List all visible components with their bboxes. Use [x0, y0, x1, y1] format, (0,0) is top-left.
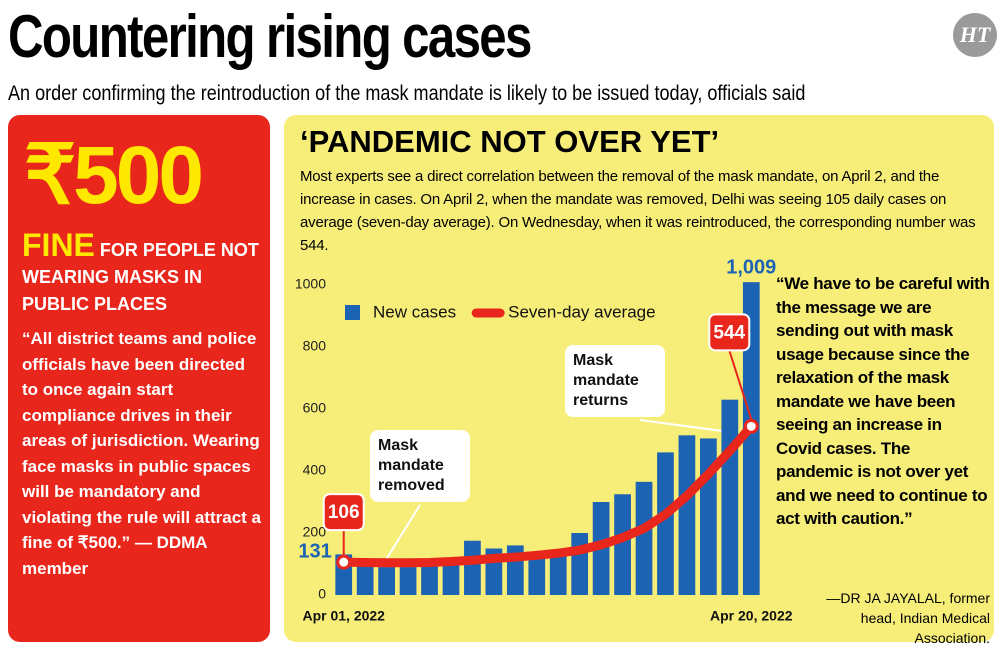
bar — [614, 494, 631, 595]
bar — [356, 563, 374, 595]
x-tick-label: Apr 01, 2022 — [302, 608, 385, 624]
line-end — [743, 418, 759, 434]
bar — [721, 399, 739, 595]
attribution: —DR JA JAYALAL, former head, Indian Medi… — [826, 590, 990, 646]
bar — [421, 562, 438, 595]
annotation: Mask mandate returns — [565, 345, 665, 417]
bar — [742, 282, 760, 595]
bar — [657, 452, 674, 595]
bar — [571, 532, 589, 595]
title: Countering rising cases — [8, 3, 532, 70]
y-tick-label: 600 — [303, 400, 327, 416]
data-label: 1,009 — [726, 256, 776, 278]
bar — [528, 553, 546, 595]
bar — [678, 435, 696, 595]
panel-body: Most experts see a direct correlation be… — [300, 168, 976, 254]
label-box — [322, 493, 365, 532]
legend-swatch — [345, 305, 360, 320]
line — [339, 421, 756, 568]
y-tick-label: 200 — [303, 524, 327, 540]
logo — [953, 13, 997, 57]
fine-quote: “All district teams and police officials… — [22, 329, 261, 578]
x-tick-label: Apr 20, 2022 — [710, 608, 793, 624]
bar — [442, 557, 460, 595]
annotation-pointer — [381, 504, 421, 567]
data-label: 106 — [328, 502, 360, 523]
label-pointer — [728, 350, 753, 420]
y-tick-label: 1000 — [295, 276, 326, 292]
fine-label: FINE FOR PEOPLE NOT WEARING MASKS IN PUB… — [22, 229, 267, 318]
panel-quote: “We have to be careful with the message … — [776, 274, 990, 528]
logo-text: HT — [959, 22, 991, 47]
bar — [635, 481, 653, 595]
fine-box — [8, 115, 270, 642]
label-box — [708, 313, 751, 352]
bar — [399, 567, 417, 595]
data-label: 131 — [298, 541, 331, 563]
bar — [378, 567, 395, 595]
annotation-pointer — [639, 419, 731, 433]
fine-word: FINE — [22, 227, 95, 263]
legend-label: Seven-day average — [508, 302, 655, 321]
annotation: Mask mandate removed — [370, 430, 470, 502]
data-label: 544 — [713, 322, 745, 343]
legend-label: New cases — [373, 302, 456, 321]
line-end — [336, 554, 352, 570]
panel-heading: ‘PANDEMIC NOT OVER YET’ — [300, 124, 720, 159]
fine-amount: ₹500 — [24, 130, 204, 221]
fine-text: FOR PEOPLE NOT WEARING MASKS IN PUBLIC P… — [22, 240, 259, 314]
y-tick-label: 800 — [303, 338, 327, 354]
bar — [549, 550, 567, 595]
bar — [464, 540, 481, 595]
y-tick-label: 0 — [318, 586, 326, 602]
y-tick-label: 400 — [303, 462, 327, 478]
subtitle: An order confirming the reintroduction o… — [8, 82, 806, 105]
